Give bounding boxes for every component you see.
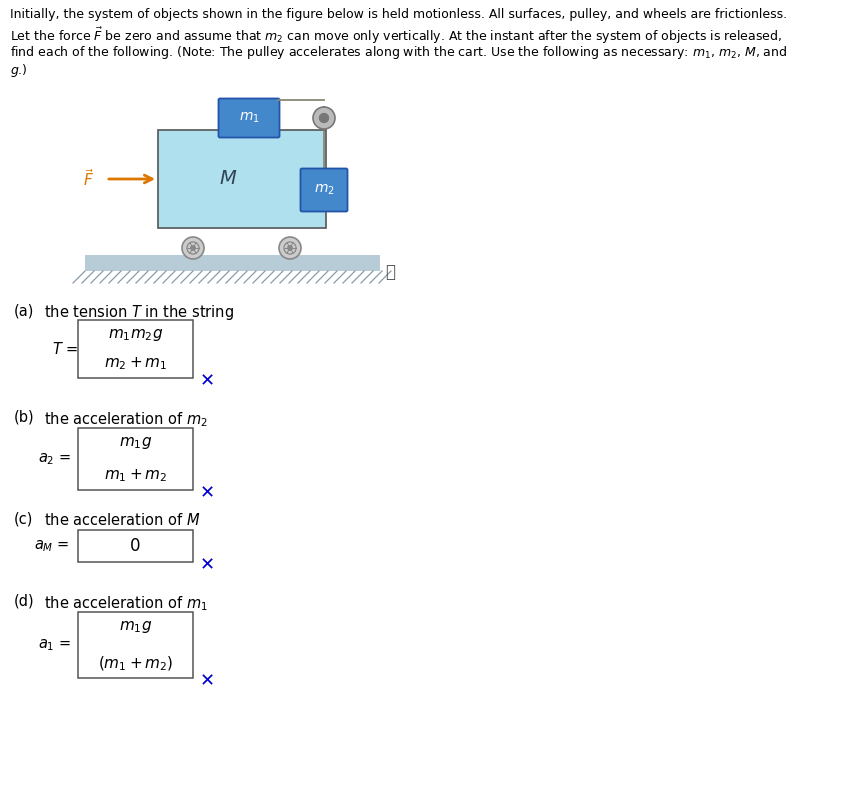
Text: $m_1 + m_2$: $m_1 + m_2$ — [104, 467, 168, 484]
Text: $(m_1 + m_2)$: $(m_1 + m_2)$ — [98, 655, 173, 673]
Circle shape — [279, 237, 301, 259]
Text: $M$: $M$ — [220, 169, 237, 189]
Text: (c): (c) — [14, 512, 34, 527]
Bar — [78, 428, 193, 490]
Bar — [78, 320, 193, 378]
Bar — [85, 255, 380, 271]
Text: (b): (b) — [14, 410, 35, 425]
Text: $g$.): $g$.) — [10, 62, 28, 79]
Text: $m_1 m_2 g$: $m_1 m_2 g$ — [108, 327, 163, 343]
Bar — [158, 130, 326, 228]
Text: Initially, the system of objects shown in the figure below is held motionless. A: Initially, the system of objects shown i… — [10, 8, 787, 21]
Text: ✕: ✕ — [200, 372, 215, 390]
Text: $m_2$: $m_2$ — [313, 183, 334, 198]
Bar — [78, 530, 193, 562]
Text: the acceleration of $m_1$: the acceleration of $m_1$ — [44, 594, 208, 613]
Text: ✕: ✕ — [200, 556, 215, 574]
Circle shape — [313, 107, 335, 129]
Text: $a_M$ =: $a_M$ = — [34, 538, 70, 554]
Text: Let the force $\vec{F}$ be zero and assume that $m_2$ can move only vertically. : Let the force $\vec{F}$ be zero and assu… — [10, 26, 782, 46]
Text: $m_1 g$: $m_1 g$ — [119, 619, 152, 635]
FancyBboxPatch shape — [301, 168, 348, 212]
Text: $a_1$ =: $a_1$ = — [38, 637, 72, 653]
Circle shape — [182, 237, 204, 259]
Text: ✕: ✕ — [200, 484, 215, 502]
Text: $a_2$ =: $a_2$ = — [38, 451, 72, 467]
Text: ✕: ✕ — [200, 672, 215, 690]
Text: $m_1$: $m_1$ — [238, 111, 259, 125]
Circle shape — [190, 246, 195, 250]
Text: ⓘ: ⓘ — [385, 263, 395, 281]
Bar — [78, 612, 193, 678]
Text: $m_1 g$: $m_1 g$ — [119, 435, 152, 451]
Text: the acceleration of $M$: the acceleration of $M$ — [44, 512, 200, 528]
FancyBboxPatch shape — [219, 98, 280, 138]
Text: the tension $T$ in the string: the tension $T$ in the string — [44, 303, 234, 322]
Circle shape — [319, 113, 328, 123]
Text: find each of the following. (Note: The pulley accelerates along with the cart. U: find each of the following. (Note: The p… — [10, 44, 787, 61]
Text: $T$ =: $T$ = — [52, 341, 78, 357]
Text: 0: 0 — [131, 537, 141, 555]
Circle shape — [288, 246, 292, 250]
Text: the acceleration of $m_2$: the acceleration of $m_2$ — [44, 410, 208, 429]
Text: (d): (d) — [14, 594, 35, 609]
Text: $m_2 + m_1$: $m_2 + m_1$ — [104, 356, 168, 372]
Text: $\vec{F}$: $\vec{F}$ — [83, 168, 93, 190]
Text: (a): (a) — [14, 303, 35, 318]
